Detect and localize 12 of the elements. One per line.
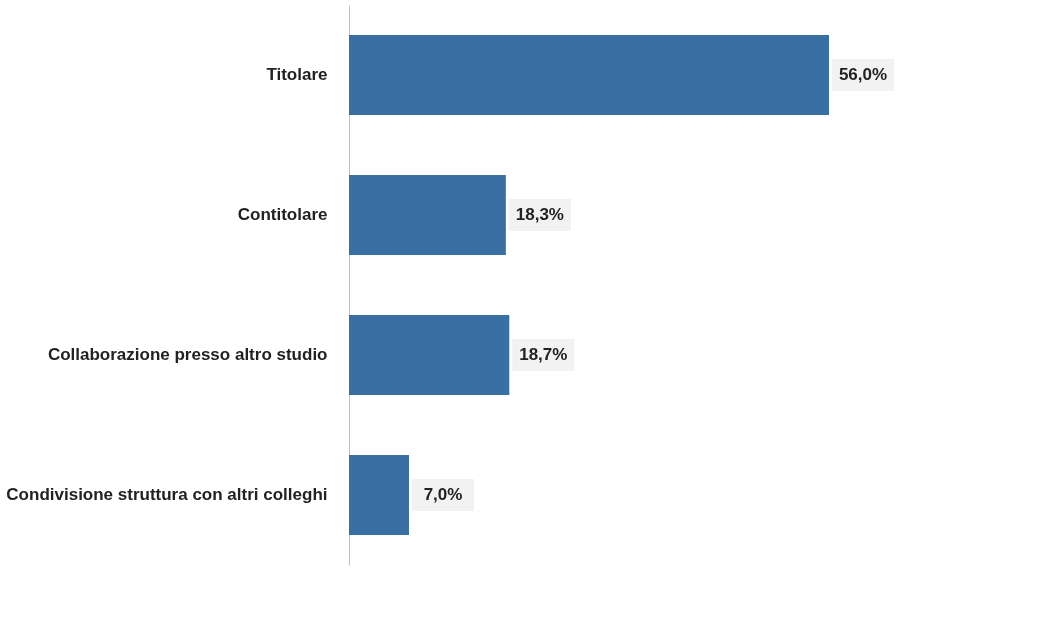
y-tick-label: Contitolare bbox=[237, 205, 328, 224]
y-tick-label: Titolare bbox=[266, 65, 328, 84]
data-label: 18,7% bbox=[519, 345, 568, 364]
data-label: 18,3% bbox=[515, 205, 564, 224]
bar bbox=[349, 315, 510, 395]
bar bbox=[349, 175, 506, 255]
y-tick-label: Condivisione struttura con altri colleghi bbox=[6, 485, 328, 504]
data-label: 7,0% bbox=[423, 485, 463, 504]
bar bbox=[349, 455, 409, 535]
bar bbox=[349, 35, 829, 115]
y-tick-label: Collaborazione presso altro studio bbox=[47, 345, 328, 364]
data-label: 56,0% bbox=[838, 65, 888, 84]
